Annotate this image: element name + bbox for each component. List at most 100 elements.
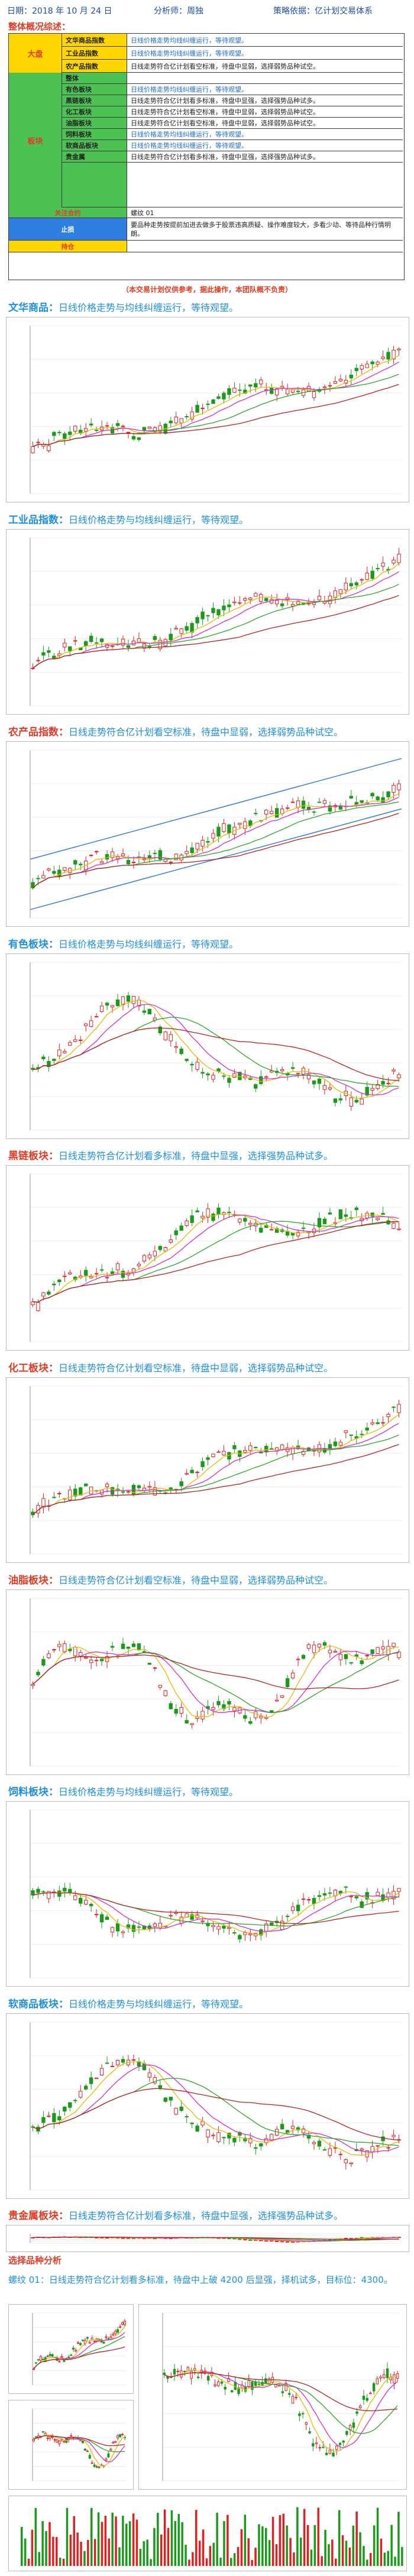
chart-bg xyxy=(7,317,409,502)
candle-body xyxy=(381,797,385,803)
candle-body xyxy=(333,381,338,384)
volume-bar xyxy=(324,2529,326,2566)
volume-bar xyxy=(132,2513,135,2566)
candle-body xyxy=(354,1099,358,1103)
candle-body xyxy=(99,861,104,864)
volume-bar xyxy=(244,2515,247,2566)
candle-body xyxy=(397,348,401,351)
candle-body xyxy=(254,1084,258,1089)
candle-body xyxy=(131,996,136,1004)
volume-bar xyxy=(390,2525,393,2566)
candle-body xyxy=(163,1031,167,1040)
candle-body xyxy=(57,2116,62,2121)
candle-body xyxy=(360,365,364,369)
candle-body xyxy=(94,1273,99,1274)
candle-body xyxy=(274,808,279,818)
candle-body xyxy=(322,1085,327,1090)
candle-body xyxy=(248,2138,253,2143)
volume-bar xyxy=(66,2507,69,2566)
candle-body xyxy=(365,1427,369,1431)
candle-body xyxy=(227,388,231,395)
volume-bar xyxy=(387,2551,389,2566)
candle-body xyxy=(222,392,226,400)
volume-bar xyxy=(31,2529,34,2566)
candle-body xyxy=(333,1098,338,1103)
candle-body xyxy=(264,1446,269,1453)
ma-line xyxy=(33,355,399,447)
candle-body xyxy=(360,2148,364,2151)
section-chart xyxy=(6,529,409,715)
candle-body xyxy=(41,2117,46,2123)
candle-body xyxy=(216,2132,221,2142)
candle-body xyxy=(274,600,279,605)
candle-body xyxy=(280,1069,284,1072)
candlestick-chart xyxy=(7,1802,409,1986)
candle-body xyxy=(185,1473,189,1475)
volume-bar xyxy=(219,2557,222,2566)
volume-bar xyxy=(306,2525,309,2566)
candle-body xyxy=(285,807,290,809)
report-analyst: 分析师：周独 xyxy=(154,7,203,16)
candle-body xyxy=(99,1914,104,1923)
candle-body xyxy=(185,626,189,631)
candle-body xyxy=(52,1283,56,1286)
section-chart xyxy=(6,2013,409,2199)
candle-body xyxy=(137,1643,141,1650)
candle-body xyxy=(381,356,385,359)
candle-body xyxy=(285,389,290,394)
candle-body xyxy=(376,1083,380,1089)
candle-body xyxy=(285,2241,290,2243)
candle-body xyxy=(169,634,173,641)
candle-body xyxy=(206,1073,210,1076)
candle-body xyxy=(342,2440,345,2443)
candle-body xyxy=(169,1239,173,1243)
candle-body xyxy=(52,1059,56,1061)
ma-line xyxy=(33,1000,399,1099)
candle-body xyxy=(179,1707,183,1714)
candle-body xyxy=(200,2121,205,2126)
candle-body xyxy=(52,1497,56,1498)
ma-line xyxy=(33,1444,399,1516)
candle-body xyxy=(227,604,231,608)
candle-body xyxy=(290,802,295,803)
candle-body xyxy=(243,1450,247,1453)
volume-bar xyxy=(21,2526,23,2566)
volume-bar xyxy=(101,2522,104,2566)
candle-body xyxy=(206,2376,210,2381)
volume-bar xyxy=(321,2556,323,2566)
candle-body xyxy=(216,609,221,615)
section-text: 日线价格走势与均线纠缠运行，等待观望。 xyxy=(59,939,239,950)
summary-row-text: 日线走势符合亿计划看多标准，待盘中显强，选择强势品种试多。 xyxy=(127,95,403,106)
candle-body xyxy=(383,2374,386,2378)
candlestick-chart xyxy=(7,742,409,926)
candle-body xyxy=(238,1935,242,1939)
candle-body xyxy=(158,850,162,860)
candle-body xyxy=(174,416,178,423)
candle-body xyxy=(89,1659,93,1663)
candle-body xyxy=(296,391,300,392)
candle-body xyxy=(381,2136,385,2142)
volume-bar xyxy=(69,2535,72,2566)
focus-value: 螺纹 01 xyxy=(127,207,403,218)
candle-body xyxy=(93,2341,96,2343)
candle-body xyxy=(200,1215,205,1219)
volume-bar xyxy=(313,2525,316,2566)
candle-body xyxy=(216,1701,221,1705)
candle-body xyxy=(280,2241,284,2243)
candle-body xyxy=(386,1413,390,1417)
section-text: 日线走势符合亿计划看多标准，待盘中显强，选择强势品种试多。 xyxy=(59,1150,334,1162)
candle-body xyxy=(53,2439,56,2441)
candle-body xyxy=(243,1932,247,1935)
candle-body xyxy=(222,823,226,832)
volume-bar xyxy=(251,2559,253,2566)
candle-body xyxy=(115,1263,120,1270)
volume-bar xyxy=(261,2526,264,2566)
section-text: 日线走势符合亿计划看多标准，待盘中显强，选择强势品种试多。 xyxy=(69,2210,344,2221)
candle-body xyxy=(31,1068,35,1070)
candle-body xyxy=(254,1711,258,1718)
candle-body xyxy=(121,1491,125,1493)
candle-body xyxy=(211,1707,215,1710)
candle-body xyxy=(344,2238,348,2240)
volume-bar xyxy=(174,2520,177,2566)
candle-body xyxy=(392,559,396,564)
